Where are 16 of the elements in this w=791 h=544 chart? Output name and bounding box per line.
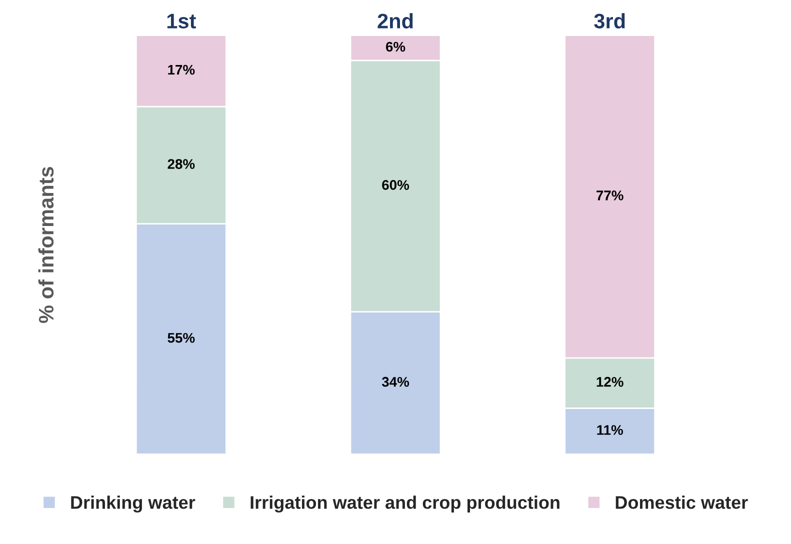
data-label: 34%	[382, 376, 410, 387]
data-label: 11%	[597, 425, 623, 435]
data-label: 6%	[386, 42, 406, 52]
x-tick-label: 1st	[167, 14, 196, 28]
y-axis-title: % of informants	[38, 166, 54, 323]
legend-label: Domestic water	[616, 496, 748, 509]
data-label: 77%	[596, 190, 624, 200]
data-label: 12%	[596, 376, 624, 387]
legend-label: Drinking water	[71, 496, 196, 513]
data-label: 55%	[168, 332, 195, 343]
x-tick-label: 3rd	[594, 13, 625, 28]
data-label: 60%	[382, 180, 410, 190]
data-label: 28%	[168, 159, 195, 169]
x-tick-label: 2nd	[378, 13, 413, 28]
legend-label: Irrigation water and crop production	[250, 496, 560, 513]
data-label: 17%	[168, 64, 195, 75]
